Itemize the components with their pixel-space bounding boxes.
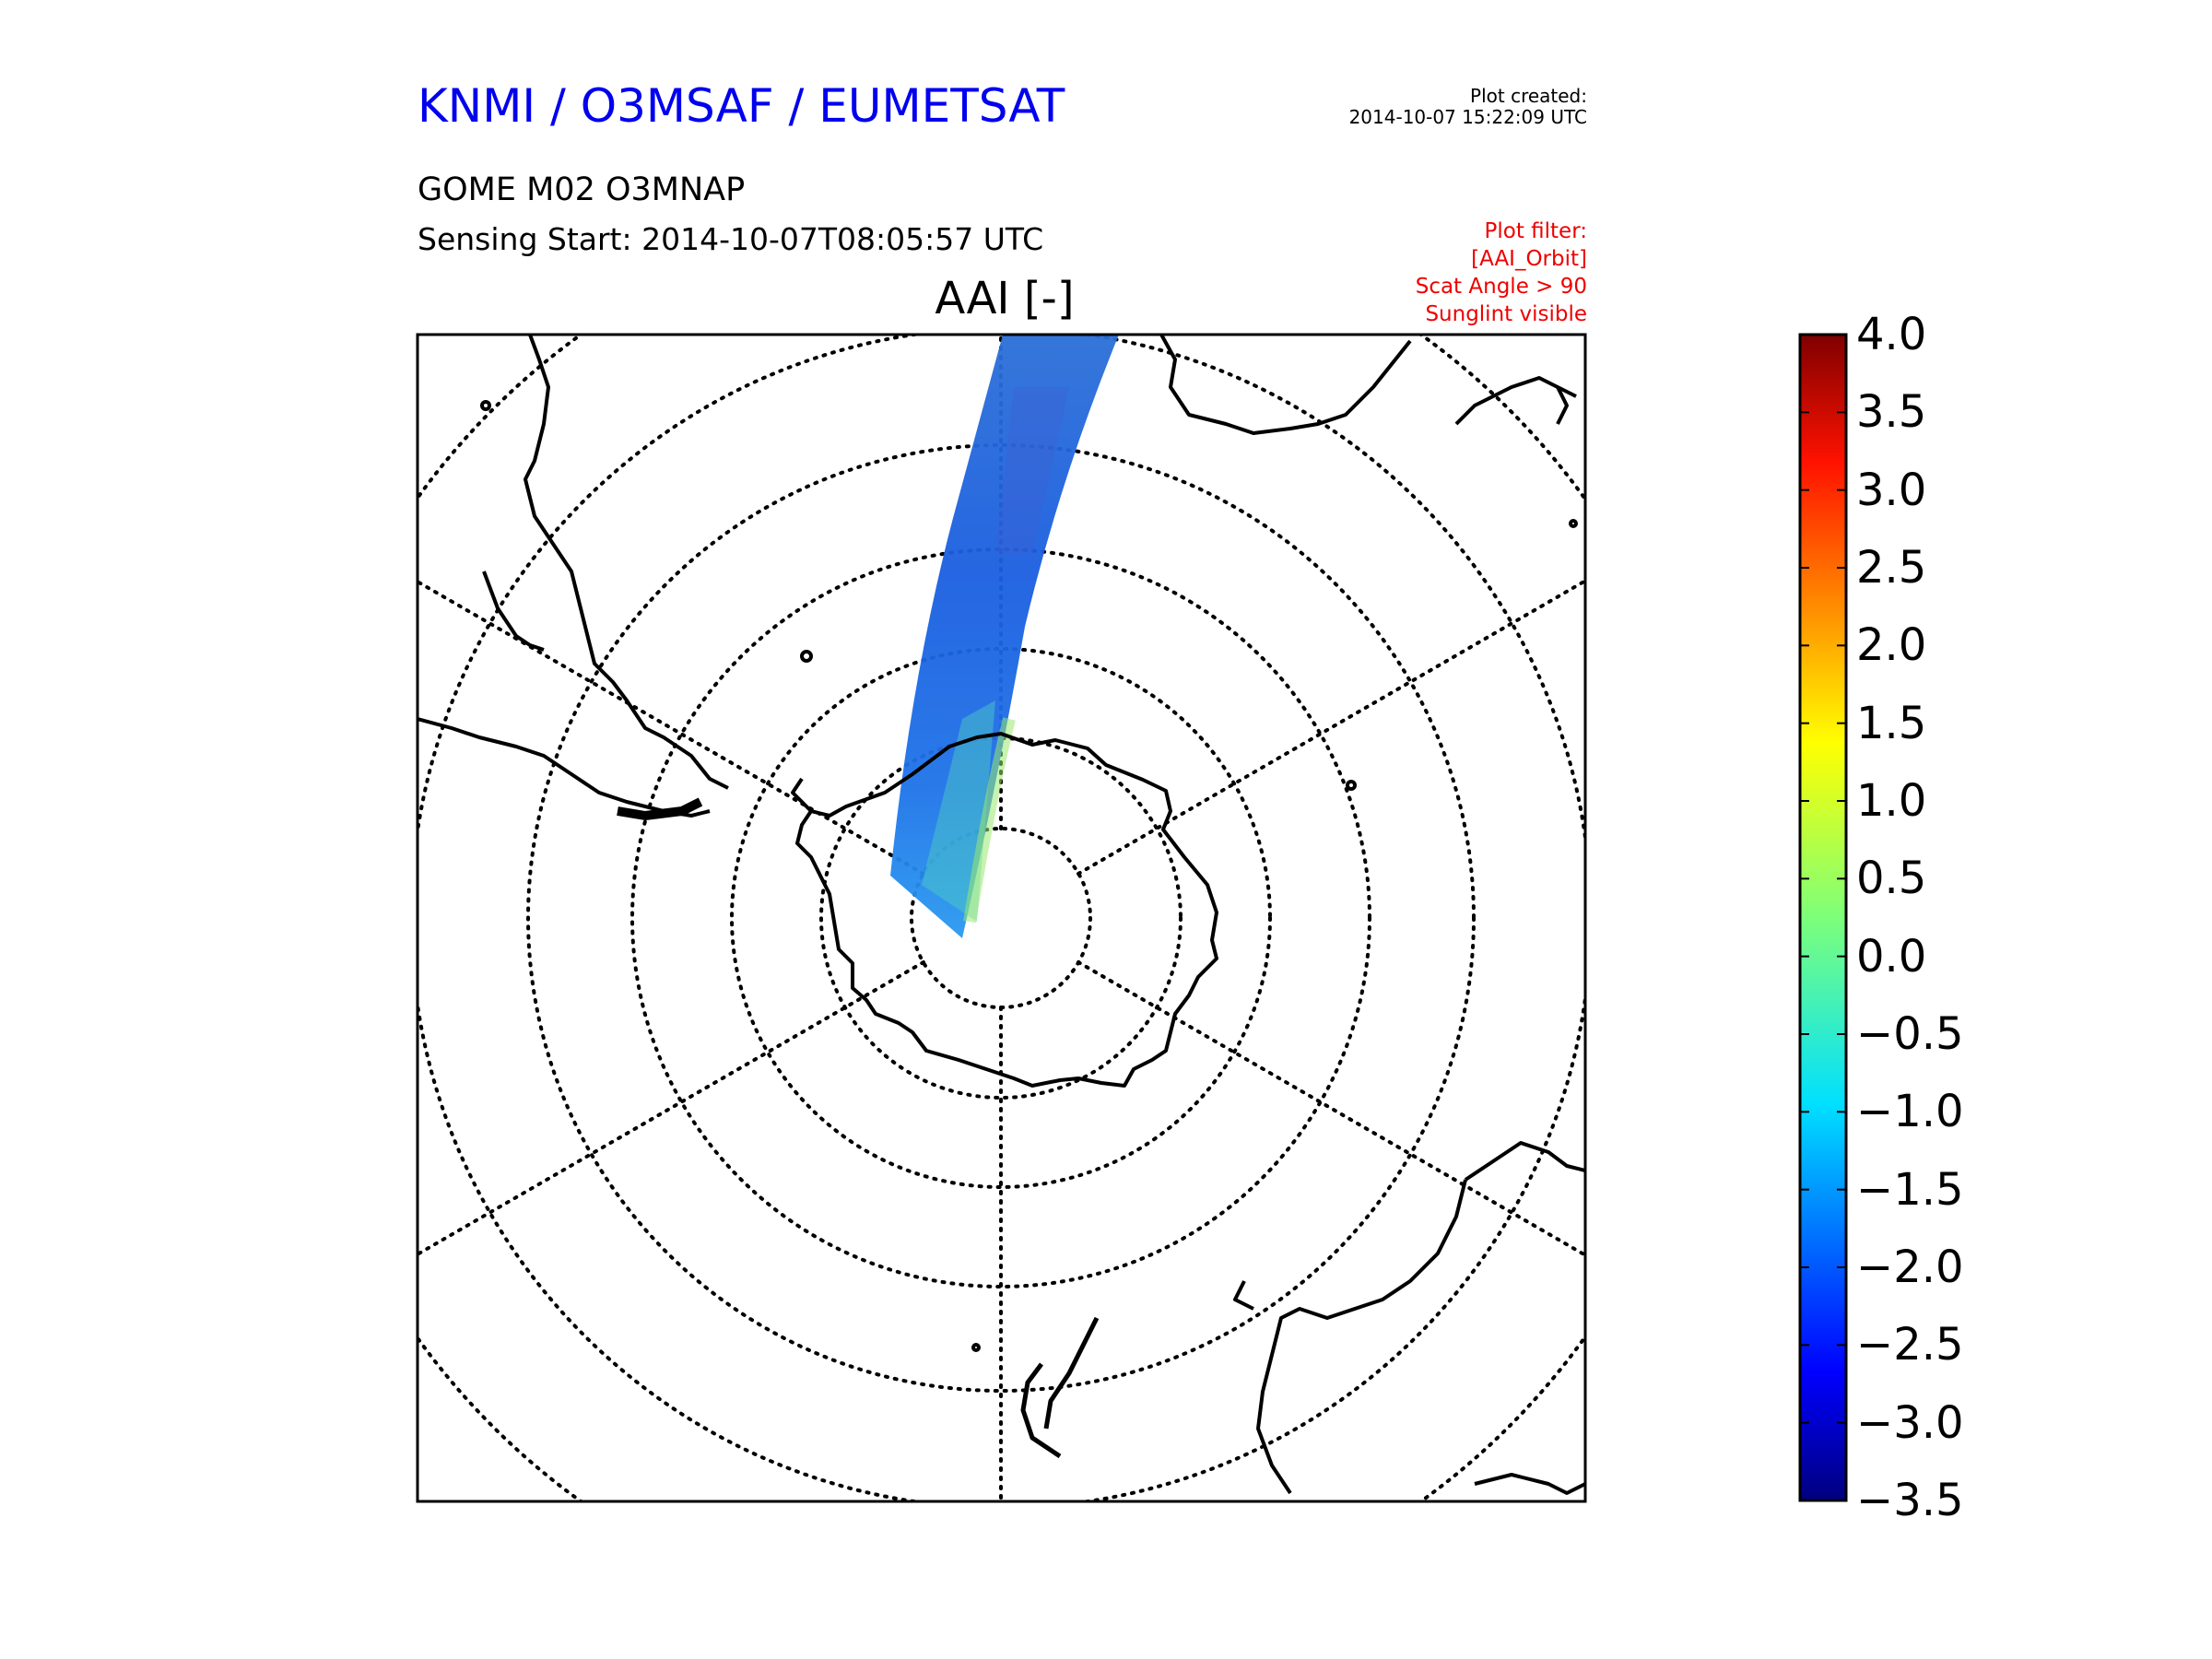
- map-area: [418, 335, 1585, 1501]
- colorbar-tick-label: 1.5: [1856, 697, 1927, 749]
- satellite-swath: [890, 335, 1119, 938]
- plot-created-time: 2014-10-07 15:22:09 UTC: [1348, 106, 1587, 128]
- colorbar-tick-label: −3.5: [1856, 1475, 1964, 1526]
- colorbar-tick-label: 0.0: [1856, 930, 1927, 982]
- colorbar-tick-label: 1.0: [1856, 775, 1927, 827]
- sensing-start: Sensing Start: 2014-10-07T08:05:57 UTC: [418, 221, 1044, 257]
- plot-filter-line: Scat Angle > 90: [1415, 275, 1587, 299]
- plot-filter: Plot filter: [AAI_Orbit] Scat Angle > 90…: [1416, 218, 1587, 328]
- colorbar-tick-label: 2.5: [1856, 542, 1927, 594]
- colorbar-tick-label: −2.5: [1856, 1319, 1964, 1371]
- product-name: GOME M02 O3MNAP: [418, 171, 746, 208]
- colorbar-tick-label: −2.0: [1856, 1241, 1964, 1293]
- colorbar-tick-label: −1.0: [1856, 1086, 1964, 1138]
- colorbar-tick-label: −0.5: [1856, 1008, 1964, 1060]
- colorbar-tick-label: 0.5: [1856, 853, 1927, 905]
- colorbar-tick-label: 3.0: [1856, 464, 1927, 516]
- coastlines: [418, 335, 1585, 1495]
- plot-filter-line: [AAI_Orbit]: [1471, 247, 1587, 271]
- map-frame: [416, 333, 1587, 1503]
- colorbar-tick-label: 3.5: [1856, 386, 1927, 439]
- colorbar-tick-label: 4.0: [1856, 309, 1927, 360]
- colorbar-ticks: [1800, 334, 1846, 1501]
- organization-title: KNMI / O3MSAF / EUMETSAT: [418, 79, 1065, 133]
- plot-filter-line: Plot filter:: [1484, 219, 1587, 243]
- plot-created-label: Plot created:: [1470, 85, 1587, 107]
- colorbar-tick-label: 2.0: [1856, 619, 1927, 672]
- plot-filter-line: Sunglint visible: [1425, 302, 1587, 326]
- colorbar-tick-label: −3.0: [1856, 1396, 1964, 1449]
- colorbar-gradient: [1798, 333, 1848, 1502]
- map-title: AAI [-]: [935, 273, 1075, 324]
- colorbar-tick-label: −1.5: [1856, 1163, 1964, 1216]
- colorbar: [1798, 333, 1848, 1502]
